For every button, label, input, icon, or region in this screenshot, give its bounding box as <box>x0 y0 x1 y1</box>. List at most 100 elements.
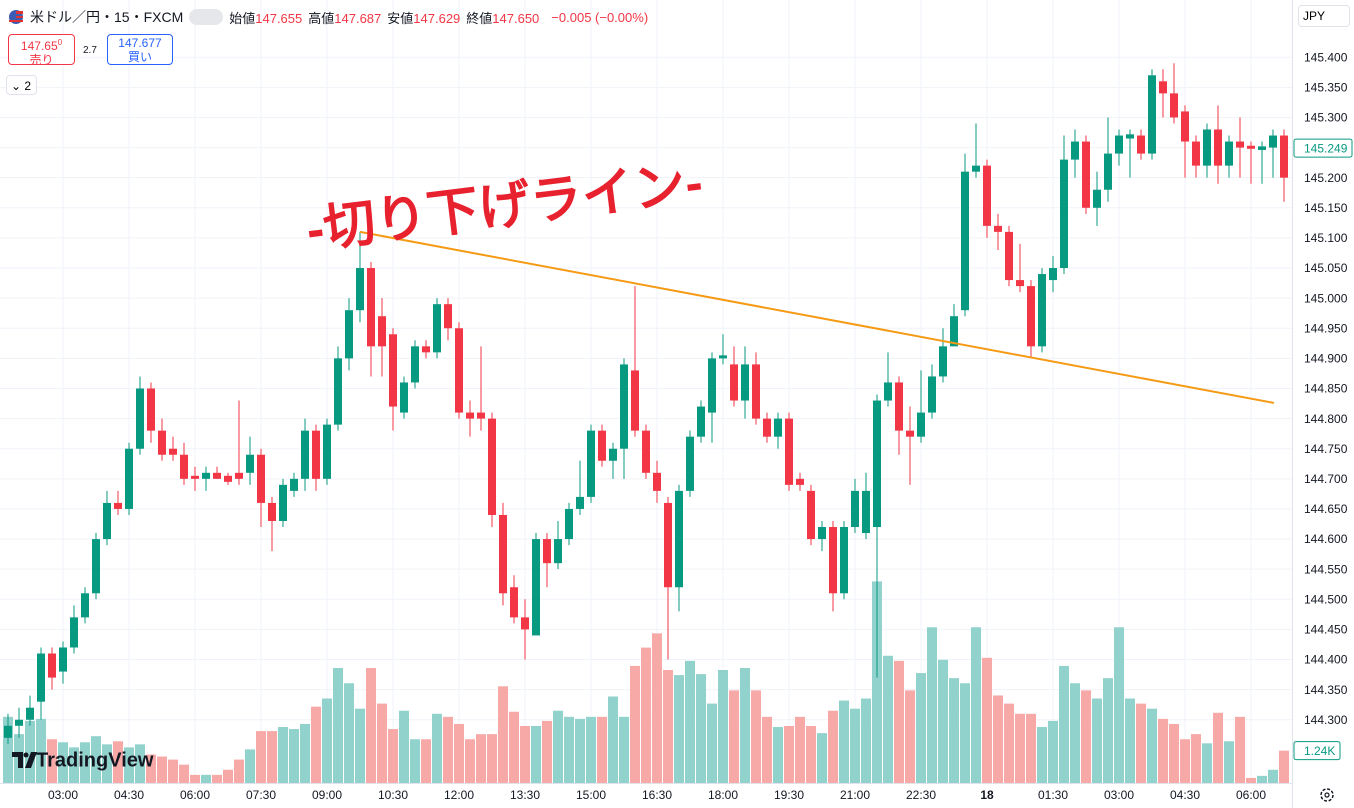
volume-bar <box>168 759 178 783</box>
candle-body <box>873 400 881 528</box>
volume-bar <box>1268 769 1278 783</box>
volume-bar <box>1037 727 1047 783</box>
y-tick-label: 145.400 <box>1304 50 1348 64</box>
volume-bar <box>586 716 596 783</box>
volume-bar <box>872 581 882 783</box>
candle-body <box>268 502 276 521</box>
candle-body <box>829 527 837 594</box>
ohlc-value: 147.650 <box>492 10 540 26</box>
spread: 2.7 <box>83 45 97 56</box>
volume-bar <box>1180 739 1190 783</box>
candle-body <box>807 490 815 540</box>
candle-body <box>1247 145 1255 149</box>
candle-body <box>510 587 518 618</box>
volume-bar <box>1191 734 1201 783</box>
volume-bar <box>685 660 695 783</box>
volume-bar <box>465 739 475 783</box>
volume-bar <box>454 723 464 783</box>
volume-bar <box>399 710 409 783</box>
brand-name: TradingView <box>36 749 154 771</box>
volume-bar <box>190 774 200 783</box>
candle-body <box>378 316 386 347</box>
y-tick-label: 144.800 <box>1304 412 1348 426</box>
volume-bar <box>608 696 618 783</box>
volume-bar <box>905 690 915 783</box>
x-tick-label: 13:30 <box>510 788 540 802</box>
settings-icon[interactable] <box>1320 788 1334 802</box>
volume-bar <box>707 703 717 783</box>
volume-bar <box>1048 720 1058 783</box>
candle-body <box>1269 135 1277 148</box>
buy-button[interactable]: 147.677 買い <box>107 34 173 65</box>
volume-bar <box>1213 712 1223 783</box>
time-axis <box>0 783 1292 808</box>
y-tick-label: 145.000 <box>1304 291 1348 305</box>
volume-bar <box>1235 716 1245 783</box>
candle-body <box>972 165 980 172</box>
toggle[interactable] <box>189 9 224 25</box>
candle-body <box>1192 141 1200 166</box>
volume-bar <box>982 657 992 783</box>
indicator-toggle[interactable]: ⌄ 2 <box>6 75 37 95</box>
candle-body <box>488 418 496 515</box>
candle-body <box>37 653 45 702</box>
x-tick-label: 04:30 <box>1170 788 1200 802</box>
volume-bar <box>828 710 838 783</box>
candle-body <box>917 412 925 437</box>
candle-body <box>444 304 452 329</box>
volume-bar <box>674 675 684 783</box>
volume-bar <box>630 665 640 783</box>
candle-body <box>1236 141 1244 148</box>
candle-body <box>1148 75 1156 154</box>
volume-bar <box>751 690 761 783</box>
currency-button[interactable]: JPY <box>1298 5 1350 27</box>
candle-body <box>752 364 760 419</box>
last-price-box <box>1293 138 1353 158</box>
candle-body <box>290 478 298 491</box>
candle-body <box>576 496 584 509</box>
volume-bar <box>80 742 90 783</box>
ohlc-label: 始値 <box>229 10 256 26</box>
volume-bar <box>1103 678 1113 783</box>
x-tick-label: 16:30 <box>642 788 672 802</box>
candle-body <box>81 593 89 618</box>
candle-body <box>1170 93 1178 118</box>
candle-body <box>697 406 705 437</box>
volume-bar <box>696 674 706 783</box>
candle-body <box>1126 134 1134 139</box>
volume-bar <box>520 725 530 783</box>
volume-bar <box>806 725 816 783</box>
volume-bar <box>179 764 189 783</box>
volume-bar <box>1114 627 1124 783</box>
candle-body <box>1203 129 1211 166</box>
candle-body <box>1137 135 1145 154</box>
candle-body <box>598 430 606 461</box>
sell-button[interactable]: 147.650 売り <box>8 34 75 67</box>
volume-bar <box>553 710 563 783</box>
y-tick-label: 144.900 <box>1304 352 1348 366</box>
volume-bar <box>894 660 904 783</box>
candle-body <box>543 539 551 564</box>
volume-bar <box>212 774 222 783</box>
candle-body <box>114 502 122 509</box>
y-tick-label: 144.550 <box>1304 562 1348 576</box>
volume-bar <box>1004 703 1014 783</box>
y-tick-label: 144.600 <box>1304 532 1348 546</box>
candle-body <box>994 225 1002 232</box>
ohlc-label: 終値 <box>466 10 493 26</box>
y-tick-label: 145.200 <box>1304 171 1348 185</box>
volume-label-box <box>1293 741 1341 761</box>
candle-body <box>367 268 375 347</box>
candle-body <box>158 430 166 455</box>
candle-body <box>301 430 309 479</box>
volume-bar <box>135 744 145 783</box>
volume-last-label: 1.24K <box>1304 744 1335 758</box>
volume-bar <box>817 733 827 783</box>
volume-bar <box>652 633 662 783</box>
volume-bar <box>1015 713 1025 783</box>
candle-body <box>345 310 353 359</box>
candle-body <box>1082 141 1090 208</box>
candle-body <box>59 647 67 672</box>
candle-body <box>620 364 628 449</box>
y-tick-label: 144.350 <box>1304 683 1348 697</box>
